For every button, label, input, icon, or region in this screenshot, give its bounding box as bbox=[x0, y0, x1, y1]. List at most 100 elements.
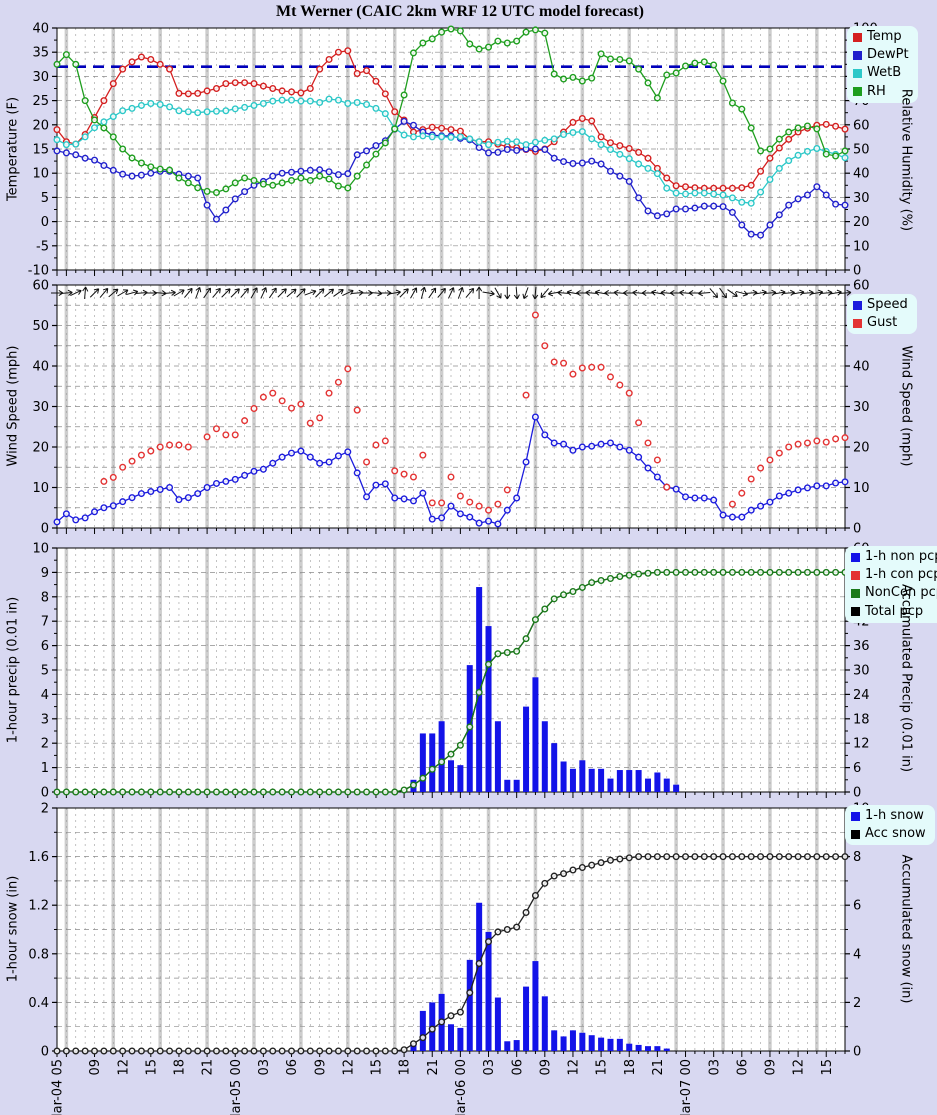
svg-text:6: 6 bbox=[41, 639, 49, 654]
svg-text:Mar-06 00: Mar-06 00 bbox=[454, 1059, 469, 1115]
svg-text:12: 12 bbox=[341, 1059, 356, 1076]
legend-swatch-icon bbox=[853, 300, 862, 310]
svg-text:30: 30 bbox=[853, 664, 870, 679]
svg-text:60: 60 bbox=[853, 279, 870, 294]
svg-text:2: 2 bbox=[853, 996, 861, 1011]
ylabel-wind-speed-left: Wind Speed (mph) bbox=[5, 345, 21, 467]
svg-text:40: 40 bbox=[853, 360, 870, 375]
svg-text:0: 0 bbox=[853, 786, 861, 801]
svg-text:25: 25 bbox=[32, 94, 49, 109]
svg-text:4: 4 bbox=[41, 688, 49, 703]
svg-text:Mar-05 00: Mar-05 00 bbox=[229, 1059, 244, 1115]
legend-label: Acc snow bbox=[865, 826, 926, 842]
svg-text:8: 8 bbox=[853, 850, 861, 865]
ylabel-accumulated-precip: Accumulated Precip (0.01 in) bbox=[898, 583, 914, 773]
svg-text:0: 0 bbox=[853, 1045, 861, 1060]
ylabel-hourly-snow: 1-hour snow (in) bbox=[5, 875, 21, 983]
svg-text:36: 36 bbox=[853, 639, 870, 654]
legend-label: DewPt bbox=[867, 47, 909, 63]
svg-text:2: 2 bbox=[41, 737, 49, 752]
svg-text:0: 0 bbox=[853, 264, 861, 279]
legend-snow: 1-h snow Acc snow bbox=[845, 805, 935, 846]
svg-text:30: 30 bbox=[853, 400, 870, 415]
svg-text:6: 6 bbox=[853, 899, 861, 914]
svg-text:15: 15 bbox=[144, 1059, 159, 1076]
svg-text:40: 40 bbox=[32, 360, 49, 375]
svg-text:0.4: 0.4 bbox=[28, 996, 49, 1011]
legend-label: WetB bbox=[867, 65, 902, 81]
legend-item: WetB bbox=[853, 64, 909, 82]
svg-text:1.2: 1.2 bbox=[28, 899, 49, 914]
svg-text:15: 15 bbox=[820, 1059, 835, 1076]
ylabel-wind-speed-right: Wind Speed (mph) bbox=[898, 345, 914, 467]
svg-text:06: 06 bbox=[735, 1059, 750, 1076]
svg-text:40: 40 bbox=[853, 167, 870, 182]
ylabel-temperature: Temperature (F) bbox=[5, 96, 21, 202]
legend-precip: 1-h non pcp 1-h con pcp NonCon pcp Total pc… bbox=[845, 546, 937, 623]
svg-text:0: 0 bbox=[853, 522, 861, 537]
svg-text:09: 09 bbox=[538, 1059, 553, 1076]
svg-text:4: 4 bbox=[853, 947, 861, 962]
svg-text:0.8: 0.8 bbox=[28, 947, 49, 962]
svg-text:03: 03 bbox=[257, 1059, 272, 1076]
svg-text:-5: -5 bbox=[36, 239, 49, 254]
legend-item: Temp bbox=[853, 28, 909, 46]
legend-item: Total pcp bbox=[851, 603, 937, 621]
svg-text:03: 03 bbox=[707, 1059, 722, 1076]
svg-text:5: 5 bbox=[41, 664, 49, 679]
svg-text:15: 15 bbox=[595, 1059, 610, 1076]
svg-text:50: 50 bbox=[32, 319, 49, 334]
legend-item: Gust bbox=[853, 314, 908, 332]
legend-item: 1-h non pcp bbox=[851, 548, 937, 566]
svg-text:06: 06 bbox=[510, 1059, 525, 1076]
legend-wind: Speed Gust bbox=[847, 294, 917, 335]
svg-text:18: 18 bbox=[623, 1059, 638, 1076]
ylabel-relative-humidity: Relative Humidity (%) bbox=[898, 88, 914, 232]
legend-item: Acc snow bbox=[851, 825, 926, 843]
svg-text:7: 7 bbox=[41, 615, 49, 630]
svg-text:5: 5 bbox=[41, 191, 49, 206]
legend-label: RH bbox=[867, 83, 886, 99]
svg-text:09: 09 bbox=[764, 1059, 779, 1076]
legend-label: Temp bbox=[867, 29, 902, 44]
legend-item: 1-h snow bbox=[851, 807, 926, 825]
legend-label: 1-h snow bbox=[865, 808, 924, 823]
legend-label: Total pcp bbox=[865, 603, 924, 619]
svg-text:1: 1 bbox=[41, 761, 49, 776]
legend-swatch-icon bbox=[853, 68, 862, 78]
svg-text:50: 50 bbox=[853, 143, 870, 158]
svg-text:12: 12 bbox=[792, 1059, 807, 1076]
svg-text:60: 60 bbox=[853, 118, 870, 133]
svg-text:24: 24 bbox=[853, 688, 870, 703]
legend-label: 1-h con pcp bbox=[865, 567, 937, 583]
svg-text:-10: -10 bbox=[28, 264, 49, 279]
svg-text:18: 18 bbox=[398, 1059, 413, 1076]
svg-text:30: 30 bbox=[32, 400, 49, 415]
svg-text:Mar-07 00: Mar-07 00 bbox=[679, 1059, 694, 1115]
legend-swatch-icon bbox=[853, 50, 862, 60]
svg-text:09: 09 bbox=[88, 1059, 103, 1076]
legend-swatch-icon bbox=[851, 811, 860, 821]
svg-text:15: 15 bbox=[370, 1059, 385, 1076]
svg-text:18: 18 bbox=[173, 1059, 188, 1076]
svg-text:6: 6 bbox=[853, 761, 861, 776]
svg-text:35: 35 bbox=[32, 46, 49, 61]
legend-item: DewPt bbox=[853, 46, 909, 64]
legend-temperature: Temp DewPt WetB RH bbox=[847, 26, 918, 103]
svg-text:15: 15 bbox=[32, 143, 49, 158]
page-title: Mt Werner (CAIC 2km WRF 12 UTC model for… bbox=[276, 3, 644, 20]
svg-text:10: 10 bbox=[853, 239, 870, 254]
legend-swatch-icon bbox=[853, 87, 862, 97]
legend-item: Speed bbox=[853, 296, 908, 314]
svg-text:09: 09 bbox=[313, 1059, 328, 1076]
ylabel-hourly-precip: 1-hour precip (0.01 in) bbox=[5, 596, 21, 744]
svg-text:3: 3 bbox=[41, 712, 49, 727]
svg-text:30: 30 bbox=[32, 70, 49, 85]
svg-text:10: 10 bbox=[32, 542, 49, 557]
svg-text:1.6: 1.6 bbox=[28, 850, 49, 865]
svg-text:10: 10 bbox=[32, 481, 49, 496]
svg-text:20: 20 bbox=[32, 441, 49, 456]
svg-text:Mar-04 05: Mar-04 05 bbox=[51, 1059, 66, 1115]
